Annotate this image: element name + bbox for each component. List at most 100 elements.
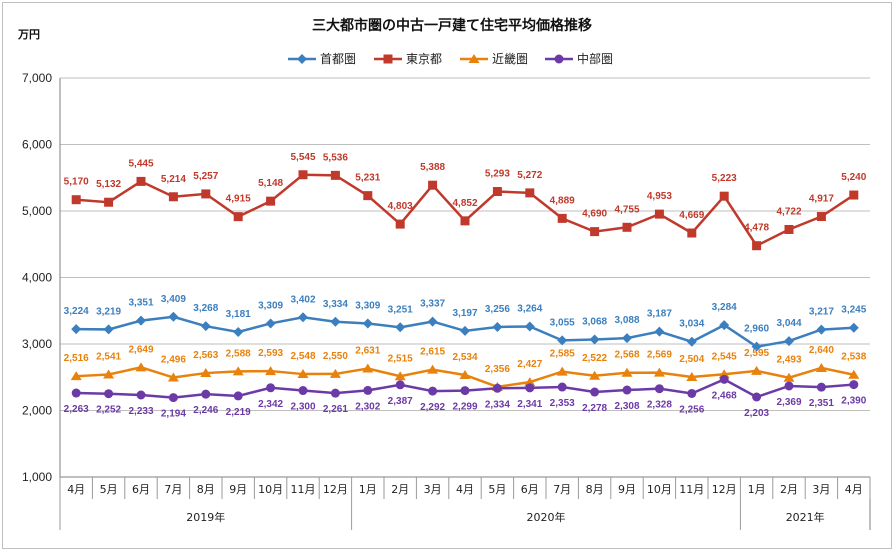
data-label: 3,337 — [420, 299, 445, 310]
data-point-square — [428, 180, 438, 190]
data-label: 2,252 — [96, 405, 121, 416]
x-tick-label: 12月 — [323, 483, 348, 496]
x-tick-label: 7月 — [164, 483, 182, 496]
data-label: 5,545 — [290, 152, 315, 163]
data-label: 4,803 — [388, 201, 413, 212]
data-label: 3,309 — [355, 300, 380, 311]
data-point-triangle — [556, 366, 568, 376]
data-point-circle — [492, 383, 502, 393]
data-label: 5,231 — [355, 173, 380, 184]
data-point-square — [460, 216, 470, 226]
data-point-triangle — [70, 371, 82, 381]
data-label: 2,246 — [193, 405, 218, 416]
data-point-triangle — [232, 366, 244, 376]
data-point-circle — [622, 385, 632, 395]
data-point-circle — [719, 374, 729, 384]
data-point-circle — [104, 389, 114, 399]
data-label: 2,538 — [841, 352, 866, 363]
data-point-triangle — [815, 362, 827, 372]
y-tick-label: 4,000 — [22, 271, 52, 285]
data-point-circle — [330, 388, 340, 398]
data-point-triangle — [200, 368, 212, 378]
data-point-square — [168, 192, 178, 202]
data-point-square — [395, 219, 405, 229]
data-point-diamond — [168, 311, 179, 322]
data-label: 4,917 — [809, 194, 834, 205]
data-label: 4,915 — [226, 194, 251, 205]
data-point-triangle — [751, 365, 763, 375]
data-label: 2,308 — [614, 401, 639, 412]
data-point-triangle — [394, 371, 406, 381]
data-label: 2,300 — [290, 402, 315, 413]
data-point-diamond — [784, 336, 794, 347]
data-label: 2,593 — [258, 348, 283, 359]
data-label: 2,496 — [161, 355, 186, 366]
data-label: 2,548 — [290, 351, 315, 362]
data-point-circle — [687, 388, 697, 398]
data-label: 2,342 — [258, 399, 283, 410]
data-label: 5,445 — [128, 158, 153, 169]
x-tick-label: 11月 — [679, 483, 704, 496]
data-point-circle — [71, 388, 81, 398]
data-point-circle — [525, 383, 535, 393]
data-point-circle — [849, 380, 859, 390]
data-label: 3,055 — [550, 317, 575, 328]
data-label: 2,356 — [485, 364, 510, 375]
data-point-square — [201, 189, 211, 199]
data-label: 5,536 — [323, 152, 348, 163]
series-group — [70, 170, 860, 403]
data-point-circle — [428, 386, 438, 396]
x-tick-label: 3月 — [424, 483, 442, 496]
data-point-square — [363, 191, 373, 201]
x-axis: 4月 5月 6月 7月 8月 9月 10月 11月 12月 1月 2月 3月 4月 5月 6月 7月 8月 9月 1… — [59, 476, 871, 530]
data-point-triangle — [135, 362, 147, 372]
data-point-triangle — [589, 370, 601, 380]
data-point-triangle — [524, 377, 536, 387]
data-point-triangle — [427, 364, 439, 374]
data-point-diamond — [427, 316, 438, 327]
data-point-triangle — [329, 368, 341, 378]
data-label: 5,257 — [193, 171, 218, 182]
data-label: 5,293 — [485, 169, 510, 180]
data-label: 2,261 — [323, 404, 348, 415]
data-label: 4,690 — [582, 209, 607, 220]
data-label: 2,569 — [647, 350, 672, 361]
data-label: 2,278 — [582, 403, 607, 414]
data-label: 2,194 — [161, 409, 186, 420]
data-label: 3,402 — [290, 294, 315, 305]
data-label: 4,852 — [452, 198, 477, 209]
data-point-triangle — [103, 369, 115, 379]
data-point-diamond — [719, 320, 730, 331]
data-label: 2,960 — [744, 324, 769, 335]
x-tick-label: 9月 — [229, 483, 247, 496]
y-tick-label: 6,000 — [22, 138, 52, 152]
y-axis-unit: 万円 — [17, 28, 40, 41]
data-point-diamond — [751, 341, 762, 352]
data-label: 2,302 — [355, 401, 380, 412]
data-label: 3,251 — [388, 304, 413, 315]
data-label: 3,309 — [258, 300, 283, 311]
data-label: 2,615 — [420, 347, 445, 358]
data-label: 2,585 — [550, 349, 575, 360]
y-tick-label: 1,000 — [22, 470, 52, 484]
data-point-diamond — [330, 316, 341, 327]
legend-label: 中部圏 — [577, 51, 613, 66]
data-label: 3,219 — [96, 306, 121, 317]
y-tick-label: 7,000 — [22, 71, 52, 85]
data-label: 3,187 — [647, 309, 672, 320]
legend-label: 近畿圏 — [492, 52, 528, 66]
year-label: 2021年 — [786, 510, 825, 524]
data-label: 4,953 — [647, 191, 672, 202]
x-tick-label: 9月 — [618, 483, 636, 496]
data-label: 5,148 — [258, 178, 283, 189]
series-line — [76, 173, 855, 248]
data-point-triangle — [362, 363, 374, 373]
legend: 首都圏 東京都 近畿圏 中部圏 — [288, 51, 613, 66]
data-point-square — [492, 187, 502, 197]
data-label: 3,197 — [452, 308, 477, 319]
data-point-square — [104, 197, 114, 207]
data-label: 2,387 — [388, 396, 413, 407]
data-point-circle — [168, 393, 178, 403]
x-tick-label: 5月 — [488, 483, 506, 496]
data-label: 4,755 — [614, 204, 639, 215]
